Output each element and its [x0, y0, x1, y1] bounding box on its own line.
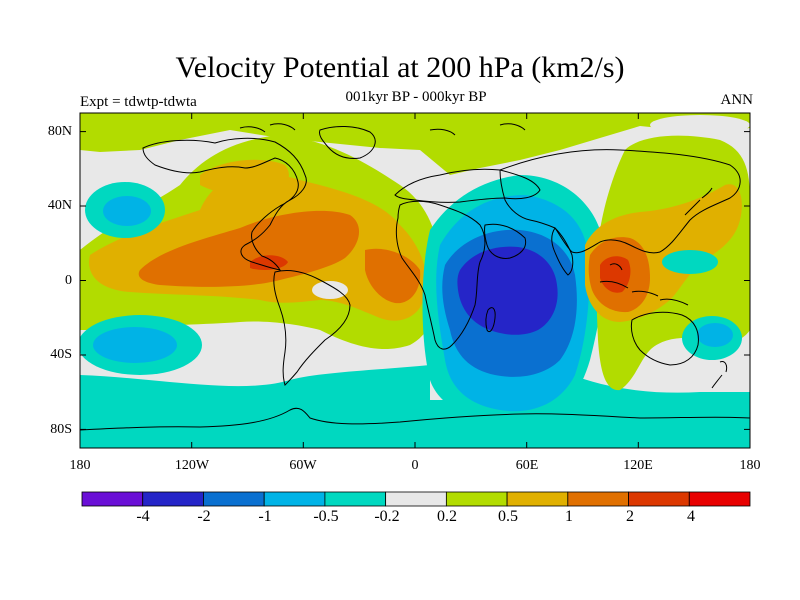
field-southern-negative-east: [560, 370, 750, 448]
field-arctic-positive: [80, 113, 750, 175]
lon-label-0: 0: [411, 458, 419, 473]
lat-label-0: 0: [65, 273, 72, 288]
field-spacific-negative-core: [93, 327, 177, 363]
colorbar-label: -1: [258, 508, 272, 525]
field-eastpacific-negative: [312, 281, 348, 299]
coast-africa: [395, 200, 486, 350]
coast-europe: [394, 168, 541, 203]
lon-label-120w: 120W: [174, 458, 210, 473]
coast-australia: [630, 311, 699, 366]
coast-arctic-islands: [239, 123, 526, 136]
colorbar-label: 0.2: [437, 508, 457, 525]
map-field: [80, 113, 750, 448]
colorbar-label: -0.5: [313, 508, 339, 525]
colorbar-label: -4: [136, 508, 150, 525]
coast-asia: [499, 149, 741, 254]
colorbar-label: -0.2: [374, 508, 400, 525]
colorbar-label: 2: [626, 508, 634, 525]
coast-arabia: [484, 223, 527, 259]
lat-label-40n: 40N: [47, 198, 72, 213]
coast-madagascar: [485, 307, 496, 333]
lat-label-40s: 40S: [50, 347, 72, 362]
colorbar-label: -2: [197, 508, 211, 525]
colorbar-box: [142, 491, 204, 507]
coast-japan: [684, 187, 713, 216]
coast-antarctica: [80, 407, 750, 431]
lon-label-60w: 60W: [289, 458, 317, 473]
chart-subtitle: 001kyr BP - 000kyr BP: [345, 89, 487, 105]
colorbar-box: [203, 491, 265, 507]
lon-label-120e: 120E: [623, 458, 653, 473]
season-label: ANN: [720, 92, 754, 108]
field-americas-orange-east: [365, 248, 421, 304]
field-indian-negative-core: [457, 246, 558, 335]
colorbar-box: [263, 491, 326, 507]
coastlines: [80, 123, 750, 431]
field-wpacific-red: [600, 256, 631, 293]
colorbar-label: 1: [565, 508, 573, 525]
chart-title: Velocity Potential at 200 hPa (km2/s): [175, 51, 625, 84]
field-spacific-east-negative-core: [697, 323, 733, 347]
colorbar-box: [506, 491, 569, 507]
coast-india: [551, 227, 574, 276]
axis-ticks: [79, 113, 751, 448]
coast-south-america: [273, 269, 351, 386]
coast-greenland: [319, 126, 376, 159]
lon-label-180e: 180: [739, 458, 761, 473]
colorbar-box: [385, 491, 447, 507]
lon-label-60e: 60E: [515, 458, 539, 473]
coast-north-america: [142, 137, 307, 271]
field-npacific-negative-core: [103, 196, 151, 226]
coast-indonesia: [599, 263, 689, 306]
coast-new-zealand: [711, 361, 728, 389]
lat-label-80n: 80N: [47, 124, 72, 139]
colorbar-box: [324, 491, 387, 507]
experiment-label: Expt = tdwtp-tdwta: [80, 94, 197, 110]
colorbar-label: 4: [687, 508, 695, 525]
colorbar-box: [628, 491, 690, 507]
field-cpacific-negative: [662, 250, 718, 274]
colorbar: [81, 491, 751, 507]
colorbar-box: [81, 491, 144, 507]
field-arctic-east: [650, 115, 750, 135]
colorbar-box: [445, 491, 508, 507]
lat-label-80s: 80S: [50, 422, 72, 437]
colorbar-box: [567, 491, 629, 507]
field-canada-orange: [200, 159, 289, 196]
lon-label-180w: 180: [69, 458, 91, 473]
field-americas-darkorange: [138, 210, 360, 287]
colorbar-box: [688, 491, 751, 507]
field-americas-red: [250, 255, 288, 270]
colorbar-label: 0.5: [498, 508, 518, 525]
